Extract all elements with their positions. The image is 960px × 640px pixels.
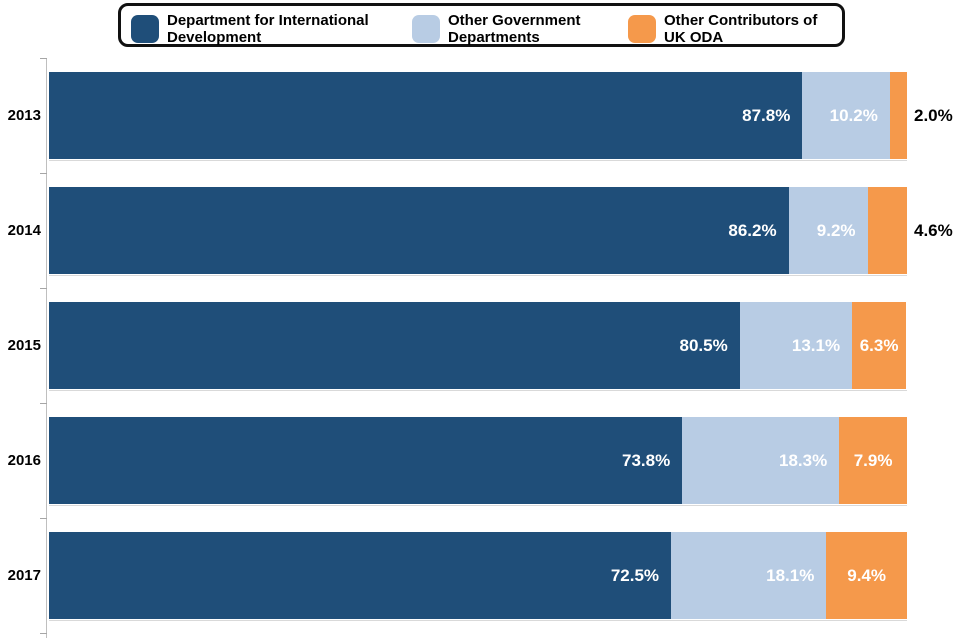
value-label-outside-wrap: 2.0% [914, 72, 953, 159]
value-label-outside-wrap: 4.6% [914, 187, 953, 274]
value-label-oda: 6.3% [859, 335, 899, 355]
ogd-swatch-icon [412, 14, 440, 43]
bar-segment-ogd: 13.1% [739, 302, 853, 389]
bar-segment-dfid: 73.8% [49, 417, 683, 504]
year-label: 2015 [7, 336, 41, 354]
bar-segment-ogd: 10.2% [802, 72, 890, 159]
value-label-ogd: 13.1% [791, 335, 841, 355]
value-label-oda: 7.9% [853, 450, 893, 470]
value-label-dfid: 72.5% [610, 565, 660, 585]
bar-segment-ogd: 18.3% [682, 417, 840, 504]
axis-tick-mark [40, 403, 47, 404]
value-label-dfid: 80.5% [679, 335, 728, 355]
bar-segment-oda: 6.3% [852, 302, 907, 389]
legend-label-ogd: Other Government Departments [448, 11, 581, 46]
value-label-ogd: 18.1% [766, 565, 815, 585]
value-label-dfid: 86.2% [728, 220, 777, 240]
legend-item-oda: Other Contributors of UK ODA [628, 6, 839, 46]
row-baseline [49, 620, 907, 621]
legend-label-dfid: Department for International Development [167, 11, 369, 46]
value-label-oda: 9.4% [847, 565, 887, 585]
dfid-swatch-icon [131, 14, 159, 43]
row-baseline [49, 390, 907, 391]
axis-tick-mark [40, 633, 47, 634]
bar-segment-oda [867, 187, 907, 274]
bar-segment-dfid: 86.2% [49, 187, 789, 274]
value-label-ogd: 18.3% [779, 450, 828, 470]
axis-tick-mark [40, 173, 47, 174]
y-axis-line [46, 58, 47, 638]
value-label-ogd: 10.2% [829, 105, 878, 125]
bar-segment-dfid: 80.5% [49, 302, 740, 389]
value-label-ogd: 9.2% [816, 220, 856, 240]
bar-segment-oda [889, 72, 907, 159]
year-label: 2017 [7, 566, 41, 584]
row-baseline [49, 160, 907, 161]
legend-label-oda: Other Contributors of UK ODA [664, 11, 818, 46]
axis-tick-mark [40, 518, 47, 519]
axis-tick-mark [40, 288, 47, 289]
legend-item-ogd: Other Government Departments [412, 6, 613, 46]
bar-segment-oda: 7.9% [839, 417, 907, 504]
row-baseline [49, 505, 907, 506]
legend-item-dfid: Department for International Development [131, 6, 397, 46]
year-label: 2014 [7, 221, 41, 239]
bar-segment-ogd: 9.2% [788, 187, 868, 274]
value-label-dfid: 87.8% [742, 105, 791, 125]
row-baseline [49, 275, 907, 276]
bar-segment-oda: 9.4% [826, 532, 907, 619]
value-label-oda: 4.6% [914, 220, 953, 240]
bar-segment-dfid: 87.8% [49, 72, 803, 159]
bar-segment-dfid: 72.5% [49, 532, 672, 619]
year-label: 2016 [7, 451, 41, 469]
axis-tick-mark [40, 58, 47, 59]
oda-swatch-icon [628, 14, 656, 43]
bar-segment-ogd: 18.1% [671, 532, 827, 619]
year-label: 2013 [7, 106, 41, 124]
value-label-dfid: 73.8% [622, 450, 671, 470]
value-label-oda: 2.0% [914, 105, 953, 125]
legend: Department for International Development… [118, 3, 845, 47]
